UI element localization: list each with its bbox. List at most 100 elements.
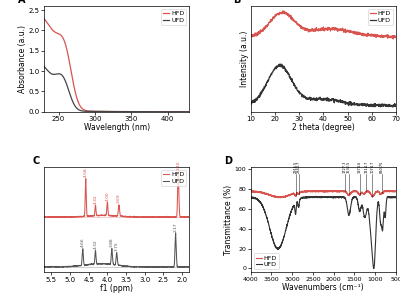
Text: B: B [233,0,240,5]
UFD [344,100,349,104]
HFD [386,189,391,193]
Legend: HFD, UFD: HFD, UFD [254,253,279,269]
Text: 1374.6: 1374.6 [358,160,362,173]
UFD [38,265,43,268]
UFD [394,195,398,199]
UFD [252,196,257,200]
Text: 1074.7: 1074.7 [370,160,374,173]
HFD [167,215,172,219]
Legend: HFD, UFD: HFD, UFD [161,9,186,25]
UFD [42,65,46,68]
Line: HFD: HFD [250,190,396,198]
UFD [362,102,366,106]
HFD [176,170,181,173]
Line: HFD: HFD [40,171,190,218]
HFD [284,12,289,15]
UFD [284,69,289,73]
UFD [173,231,178,235]
UFD [248,196,253,199]
UFD [184,110,188,114]
UFD [57,266,62,269]
UFD [120,110,125,114]
HFD [394,189,398,193]
UFD [323,196,328,199]
UFD [122,265,127,268]
HFD [42,17,46,21]
UFD [187,110,192,114]
HFD [323,190,328,194]
Text: 4.58: 4.58 [84,167,88,177]
Text: 1214.7: 1214.7 [364,160,368,173]
HFD [391,37,396,41]
Text: 2916.5: 2916.5 [294,160,298,173]
HFD [394,35,398,39]
Text: 2843.7: 2843.7 [296,160,300,173]
HFD [112,110,116,113]
HFD [38,215,43,219]
UFD [279,243,284,246]
HFD [161,110,166,114]
UFD [386,196,391,199]
HFD [168,216,172,219]
HFD [187,110,192,114]
Text: C: C [32,156,40,166]
HFD [105,203,110,206]
HFD [294,22,299,25]
Text: 1727.3: 1727.3 [343,160,347,173]
HFD [344,29,349,32]
Text: 4.32: 4.32 [94,240,98,249]
HFD [120,110,125,114]
HFD [108,214,113,218]
Line: UFD: UFD [44,66,190,112]
UFD [278,62,283,66]
HFD [280,9,285,13]
X-axis label: Wavelength (nm): Wavelength (nm) [84,123,150,132]
HFD [248,33,253,36]
Text: 3.75: 3.75 [115,242,119,251]
UFD [162,265,166,269]
Y-axis label: Intensity (a.u.): Intensity (a.u.) [240,31,249,87]
HFD [327,189,332,193]
UFD [106,262,110,266]
UFD [372,267,376,270]
UFD [137,265,142,268]
HFD [128,110,133,114]
HFD [248,189,253,193]
Legend: HFD, UFD: HFD, UFD [368,9,393,25]
Text: A: A [18,0,25,5]
X-axis label: f1 (ppm): f1 (ppm) [100,284,133,293]
HFD [187,215,192,219]
UFD [108,258,113,262]
Line: UFD: UFD [250,196,396,268]
Text: 3.88: 3.88 [110,238,114,247]
Line: HFD: HFD [44,19,190,112]
X-axis label: 2 theta (degree): 2 theta (degree) [292,123,355,132]
HFD [276,196,281,200]
UFD [294,86,299,90]
HFD [184,110,188,114]
X-axis label: Wavenumbers (cm⁻¹): Wavenumbers (cm⁻¹) [282,283,364,292]
HFD [252,189,257,193]
Text: 2.10: 2.10 [176,160,180,170]
UFD [128,110,133,114]
UFD [314,194,318,198]
UFD [394,103,398,106]
UFD [391,105,396,109]
Line: UFD: UFD [250,64,396,107]
HFD [252,190,257,193]
Line: HFD: HFD [250,11,396,39]
Y-axis label: Absorbance (a.u.): Absorbance (a.u.) [18,25,27,93]
UFD [380,102,384,106]
Text: 4.66: 4.66 [81,238,85,248]
HFD [279,195,284,199]
HFD [322,188,327,192]
UFD [289,80,294,83]
HFD [122,215,127,219]
HFD [136,215,141,219]
Legend: HFD, UFD: HFD, UFD [161,170,186,185]
Text: 830.75: 830.75 [380,160,384,173]
Text: D: D [224,156,232,166]
UFD [167,265,172,269]
UFD [187,265,192,269]
Text: 4.32: 4.32 [94,194,98,203]
